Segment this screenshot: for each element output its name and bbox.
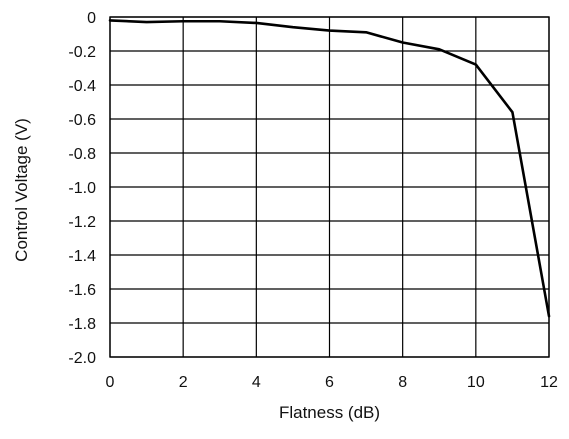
- y-tick-label: -1.8: [68, 316, 96, 333]
- y-tick-label: -0.2: [68, 44, 96, 61]
- series-line: [108, 19, 551, 318]
- y-tick-label: 0: [87, 10, 96, 27]
- y-axis-label: Control Voltage (V): [12, 118, 31, 262]
- plot-frame: [109, 16, 550, 358]
- y-tick-label: -1.4: [68, 248, 96, 265]
- y-tick-label: -0.8: [68, 146, 96, 163]
- x-tick-label: 0: [106, 374, 115, 391]
- y-tick-label: -1.6: [68, 282, 96, 299]
- y-tick-label: -2.0: [68, 350, 96, 367]
- y-tick-label: -0.6: [68, 112, 96, 129]
- x-tick-label: 12: [540, 374, 558, 391]
- y-tick-label: -1.0: [68, 180, 96, 197]
- x-tick-label: 4: [252, 374, 261, 391]
- y-tick-label: -1.2: [68, 214, 96, 231]
- x-tick-label: 8: [398, 374, 407, 391]
- y-tick-label: -0.4: [68, 78, 96, 95]
- y-axis-ticks: 0 -0.2 -0.4 -0.6 -0.8 -1.0 -1.2 -1.4 -1.6 -1.8 -2.…: [68, 10, 96, 367]
- grid: [109, 16, 550, 358]
- x-axis-label: Flatness (dB): [279, 403, 380, 422]
- x-tick-label: 2: [179, 374, 188, 391]
- x-tick-label: 10: [467, 374, 485, 391]
- x-axis-ticks: 0 2 4 6 8 10 12: [106, 374, 558, 391]
- series-layer: [108, 19, 551, 318]
- x-tick-label: 6: [325, 374, 334, 391]
